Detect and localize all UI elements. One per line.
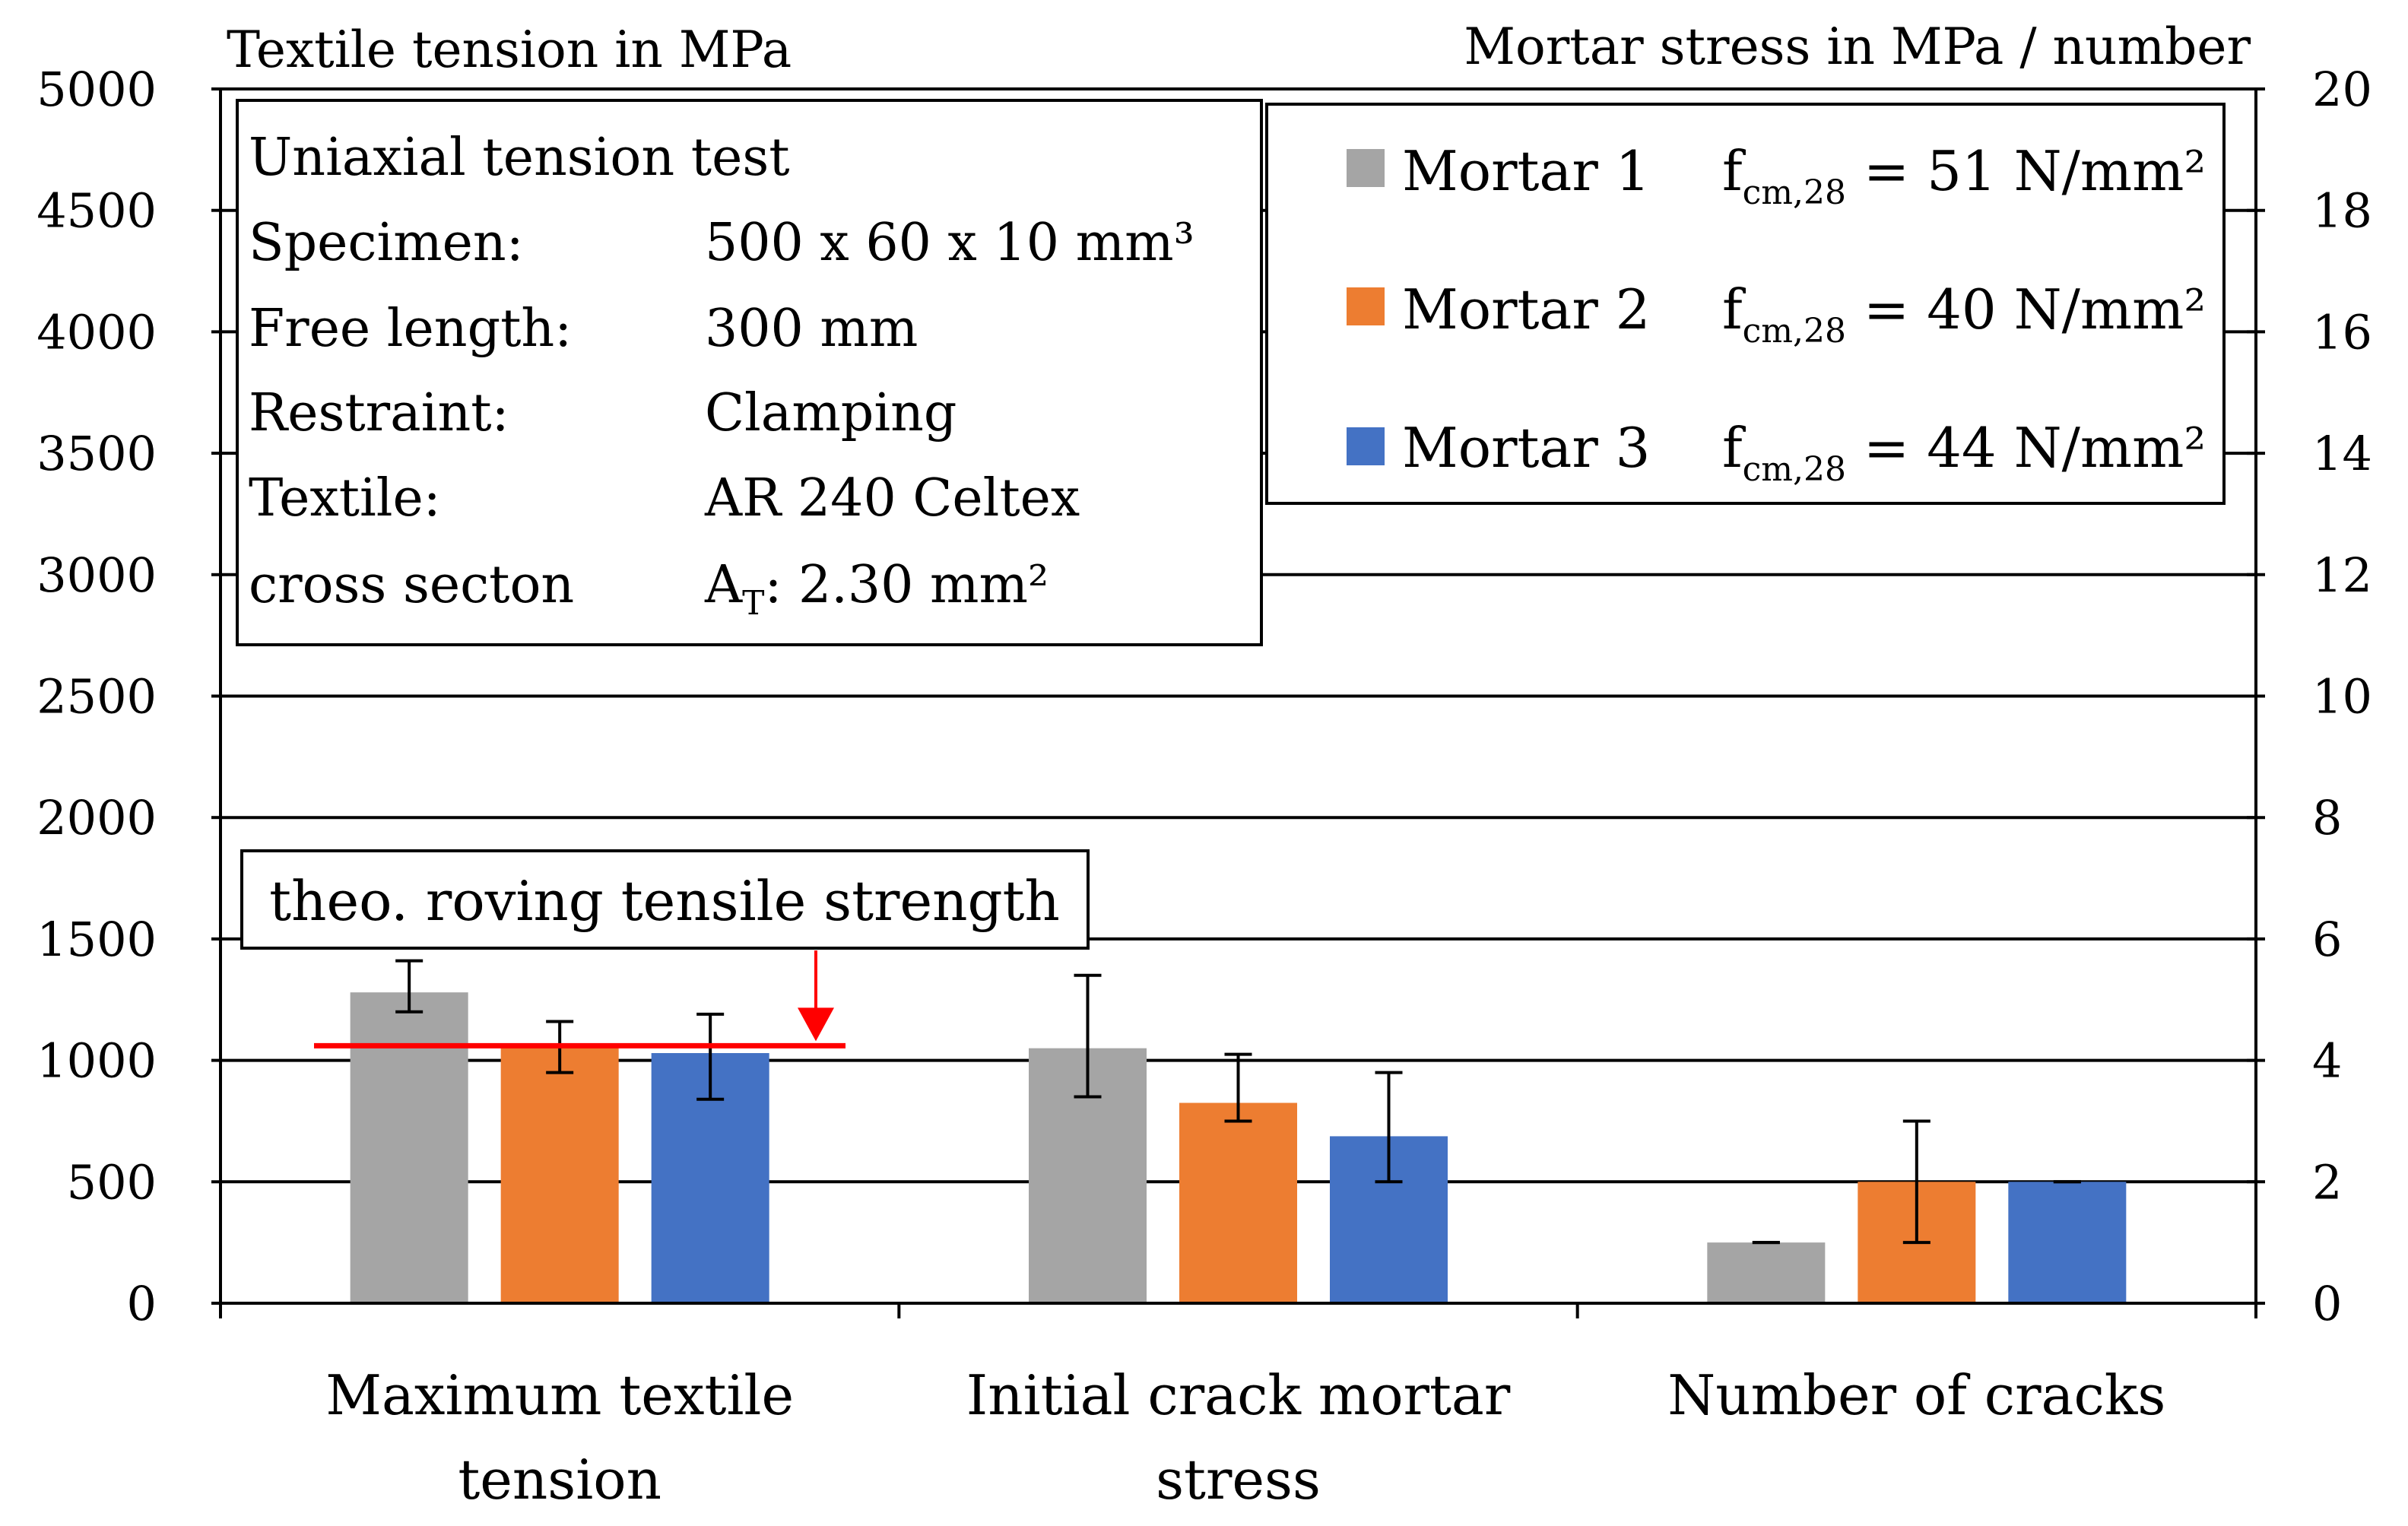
left-tick-label: 2500 (36, 669, 157, 725)
legend-prop-main: f (1722, 416, 1746, 480)
legend-prop-main: f (1722, 139, 1746, 203)
right-tick-label: 2 (2312, 1154, 2342, 1210)
legend-label: Mortar 2 (1402, 278, 1650, 341)
x-category-label: Maximum textile (325, 1363, 794, 1427)
left-tick-label: 3000 (36, 547, 157, 603)
left-axis-ticks: 0 500 1000 1500 2000 2500 3000 3500 4000 4500 5000 (36, 62, 220, 1331)
left-tick-label: 4000 (36, 304, 157, 360)
bar (500, 1043, 619, 1303)
info-value-main: A (704, 555, 743, 615)
legend-prop-sub: cm,28 (1743, 173, 1846, 212)
info-row-value: Clamping (705, 383, 957, 443)
legend-prop-value: = 51 N/mm² (1846, 139, 2206, 203)
left-axis-title: Textile tension in MPa (227, 21, 792, 79)
left-tick-label: 1000 (36, 1033, 157, 1089)
info-row-value: AT: 2.30 mm² (704, 555, 1049, 623)
right-tick-label: 16 (2312, 304, 2372, 360)
left-tick-label: 1500 (36, 912, 157, 967)
x-category-label: stress (1156, 1448, 1321, 1512)
info-row-value: AR 240 Celtex (704, 468, 1080, 528)
left-tick-label: 5000 (36, 62, 157, 117)
legend-prop-value: = 40 N/mm² (1846, 278, 2206, 341)
reference-annotation: theo. roving tensile strength (240, 849, 1090, 1049)
x-category-label: Number of cracks (1667, 1363, 2165, 1427)
right-tick-label: 8 (2312, 790, 2342, 845)
legend-prop-sub: cm,28 (1743, 450, 1846, 489)
legend-property: fcm,28 = 51 N/mm² (1722, 139, 2206, 212)
info-value-sub: T (742, 584, 764, 623)
reference-label: theo. roving tensile strength (269, 869, 1060, 933)
legend-label: Mortar 3 (1402, 416, 1650, 480)
info-row-key: Restraint: (249, 383, 509, 443)
legend-property: fcm,28 = 44 N/mm² (1722, 416, 2206, 489)
reference-label-box (240, 849, 1090, 950)
info-box: Uniaxial tension test Specimen: 500 x 60… (236, 99, 1263, 646)
info-value-rest: : 2.30 mm² (764, 555, 1049, 615)
right-tick-label: 0 (2312, 1276, 2342, 1331)
x-category-label: Initial crack mortar (966, 1363, 1511, 1427)
right-axis-title: Mortar stress in MPa / number (1464, 17, 2251, 76)
right-tick-label: 10 (2312, 669, 2372, 725)
bar (1179, 1102, 1297, 1303)
bar (2008, 1182, 2127, 1303)
info-box-frame (236, 99, 1263, 646)
info-row-key: Specimen: (249, 213, 524, 273)
legend-prop-sub: cm,28 (1743, 312, 1846, 351)
info-row-key: Textile: (249, 468, 441, 528)
right-axis-ticks: 0 2 4 6 8 10 12 14 16 18 20 (2247, 62, 2372, 1331)
info-row-value: 300 mm (705, 299, 918, 359)
legend-prop-value: = 44 N/mm² (1846, 416, 2206, 480)
x-axis-category-labels: Maximum textile tension Initial crack mort… (325, 1363, 2165, 1512)
reference-arrow-head (798, 1007, 834, 1042)
left-tick-label: 0 (127, 1276, 157, 1331)
legend-swatch-mortar-1 (1347, 149, 1385, 187)
right-tick-label: 12 (2312, 547, 2372, 603)
info-row-key: Free length: (249, 299, 572, 359)
right-tick-label: 20 (2312, 62, 2372, 117)
x-axis-ticks (219, 1303, 2257, 1318)
legend-prop-main: f (1722, 278, 1746, 341)
left-tick-label: 2000 (36, 790, 157, 845)
info-box-title: Uniaxial tension test (249, 128, 790, 188)
right-tick-label: 18 (2312, 183, 2372, 239)
info-row-value: 500 x 60 x 10 mm³ (705, 213, 1194, 273)
legend-label: Mortar 1 (1402, 139, 1650, 203)
legend-swatch-mortar-3 (1347, 427, 1385, 465)
right-tick-label: 4 (2312, 1033, 2342, 1089)
info-row-key: cross secton (249, 555, 574, 615)
right-tick-label: 6 (2312, 912, 2342, 967)
bars (350, 992, 2127, 1303)
legend-swatch-mortar-2 (1347, 287, 1385, 325)
left-tick-label: 4500 (36, 183, 157, 239)
left-tick-label: 500 (67, 1154, 157, 1210)
legend-frame (1265, 103, 2226, 505)
x-category-label: tension (458, 1448, 661, 1512)
bar (350, 992, 468, 1303)
right-tick-label: 14 (2312, 426, 2372, 481)
error-bars (395, 959, 2081, 1245)
legend: Mortar 1 fcm,28 = 51 N/mm² Mortar 2 fcm,… (1265, 103, 2226, 505)
bar (1707, 1242, 1826, 1303)
legend-property: fcm,28 = 40 N/mm² (1722, 278, 2206, 351)
left-tick-label: 3500 (36, 426, 157, 481)
